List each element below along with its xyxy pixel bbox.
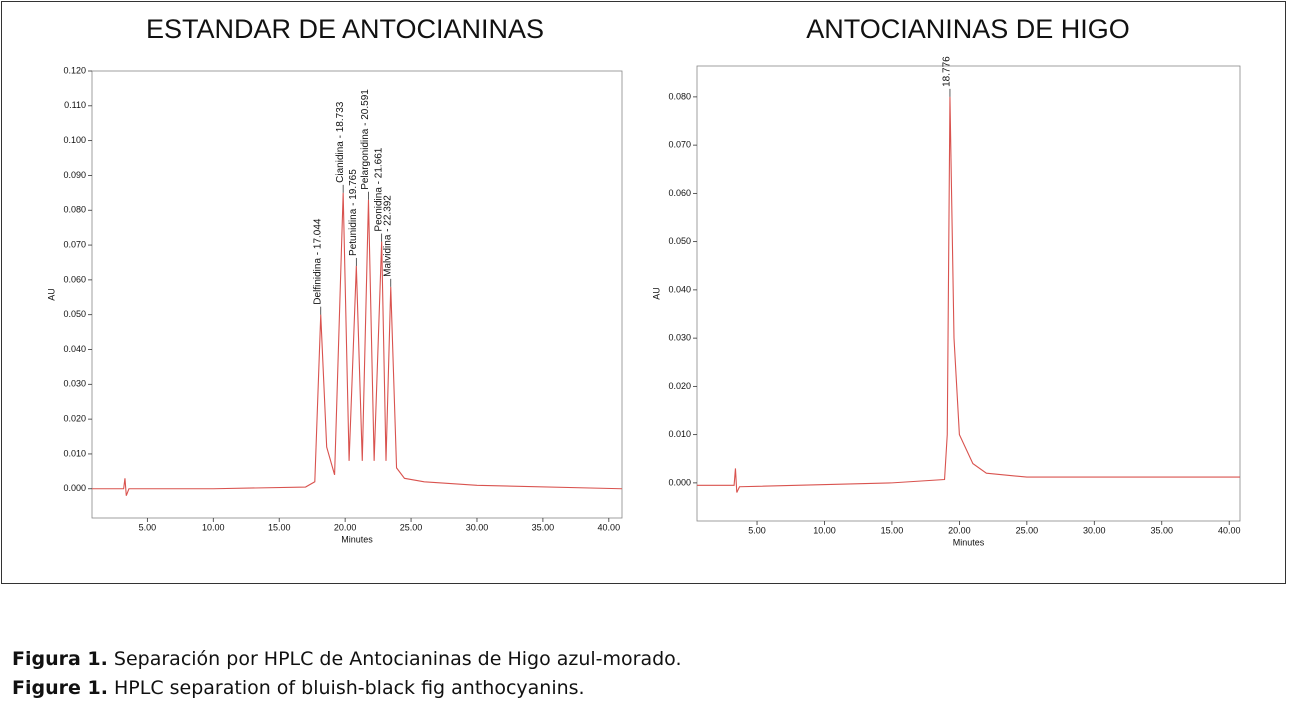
x-axis-label: Minutes: [953, 537, 985, 547]
plot-frame: [696, 65, 1241, 522]
y-axis-label: AU: [651, 287, 661, 300]
y-tick-label: 0.010: [668, 429, 691, 439]
x-tick-label: 20.00: [334, 522, 357, 532]
peak-label: Petunidina - 19.765: [348, 169, 359, 256]
x-axis-label: Minutes: [341, 534, 373, 544]
y-tick-label: 0.070: [63, 239, 86, 249]
y-tick-label: 0.030: [668, 333, 691, 343]
x-tick-label: 35.00: [532, 522, 555, 532]
peak-label: Peonidina - 21.661: [373, 147, 384, 231]
chromatogram-line: [92, 192, 623, 496]
x-tick-label: 30.00: [466, 522, 489, 532]
caption-text: Separación por HPLC de Antocianinas de H…: [114, 648, 682, 670]
y-tick-label: 0.110: [64, 100, 86, 110]
x-tick-label: 25.00: [1016, 525, 1039, 535]
y-tick-label: 0.020: [63, 414, 86, 424]
y-tick-label: 0.000: [668, 477, 691, 487]
caption-text: HPLC separation of bluish-black fig anth…: [114, 677, 585, 699]
caption-label: Figure 1.: [12, 677, 108, 699]
y-tick-label: 0.100: [63, 135, 86, 145]
x-tick-label: 40.00: [598, 522, 621, 532]
x-tick-label: 40.00: [1218, 525, 1241, 535]
y-tick-label: 0.080: [668, 91, 691, 101]
y-tick-label: 0.050: [63, 309, 86, 319]
y-tick-label: 0.030: [63, 379, 86, 389]
peak-label: Pelargonidina - 20.591: [360, 89, 371, 190]
peak-label: Malvidina - 22.392: [382, 195, 393, 277]
chart-title: ESTANDAR DE ANTOCIANINAS: [146, 14, 544, 44]
caption-label: Figura 1.: [12, 648, 108, 670]
y-tick-label: 0.070: [668, 140, 691, 150]
y-tick-label: 0.060: [668, 188, 691, 198]
y-tick-label: 0.020: [668, 381, 691, 391]
x-tick-label: 15.00: [881, 525, 904, 535]
caption: Figure 1. HPLC separation of bluish-blac…: [12, 677, 585, 699]
y-axis-label: AU: [46, 288, 56, 301]
caption: Figura 1. Separación por HPLC de Antocia…: [12, 648, 682, 670]
y-tick-label: 0.000: [63, 483, 86, 493]
x-tick-label: 15.00: [268, 522, 291, 532]
chromatogram-line: [697, 96, 1240, 493]
peak-label: 18.776: [942, 56, 953, 87]
chart-title: ANTOCIANINAS DE HIGO: [806, 14, 1130, 44]
y-tick-label: 0.040: [63, 344, 86, 354]
peak-label: Cianidina - 18.733: [335, 101, 346, 183]
y-tick-label: 0.090: [63, 170, 86, 180]
y-tick-label: 0.040: [668, 284, 691, 294]
x-tick-label: 5.00: [139, 522, 157, 532]
peak-label: Delfinidina - 17.044: [312, 218, 323, 305]
y-tick-label: 0.120: [63, 65, 86, 75]
x-tick-label: 30.00: [1083, 525, 1106, 535]
x-tick-label: 10.00: [202, 522, 225, 532]
x-tick-label: 20.00: [948, 525, 971, 535]
y-tick-label: 0.060: [63, 274, 86, 284]
y-tick-label: 0.050: [668, 236, 691, 246]
x-tick-label: 25.00: [400, 522, 423, 532]
plot-frame: [91, 70, 623, 519]
x-tick-label: 10.00: [813, 525, 836, 535]
x-tick-label: 35.00: [1150, 525, 1173, 535]
y-tick-label: 0.080: [63, 205, 86, 215]
figure-border: [1, 1, 1286, 584]
x-tick-label: 5.00: [748, 525, 766, 535]
y-tick-label: 0.010: [63, 448, 86, 458]
